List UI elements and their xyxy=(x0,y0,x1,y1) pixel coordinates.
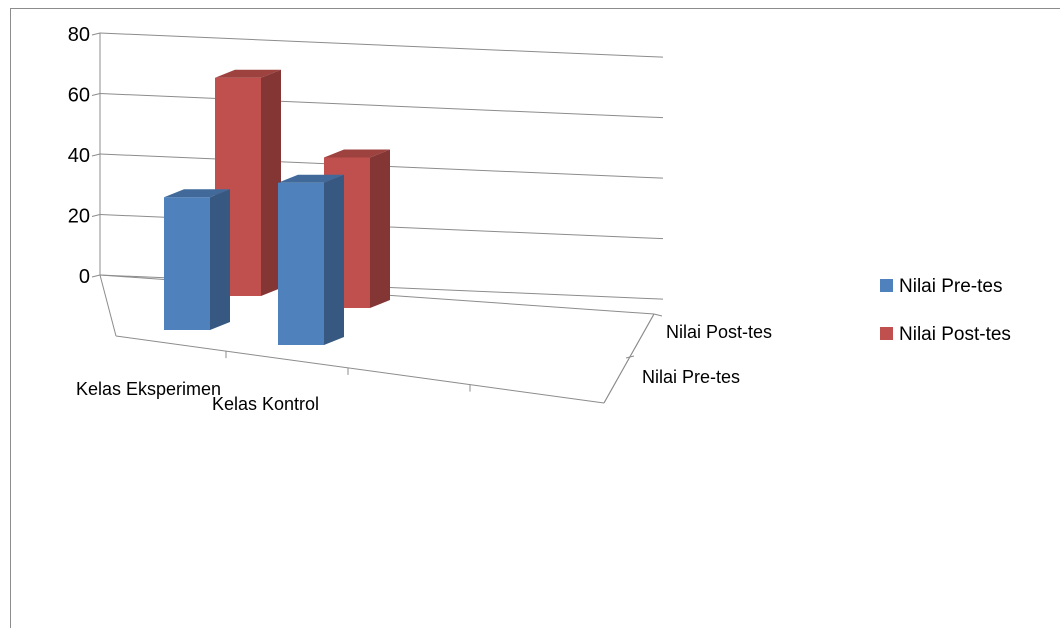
legend-label: Nilai Post-tes xyxy=(899,324,1011,345)
bar-pre-tes xyxy=(164,197,210,330)
category-label: Kelas Kontrol xyxy=(212,394,319,414)
y-tick-label: 0 xyxy=(79,266,90,288)
category-label: Kelas Eksperimen xyxy=(76,379,221,399)
y-gridline-back xyxy=(99,32,664,58)
y-tick-label: 80 xyxy=(68,24,90,46)
y-tick-mark xyxy=(91,93,101,96)
y-tick-label: 40 xyxy=(68,145,90,167)
legend: Nilai Pre-tes Nilai Post-tes xyxy=(880,276,1011,345)
floor-left-edge xyxy=(99,274,117,337)
depth-axis-label: Nilai Post-tes xyxy=(666,322,772,342)
axes xyxy=(91,32,663,404)
depth-axis-label: Nilai Pre-tes xyxy=(642,367,740,387)
category-axis xyxy=(115,335,605,404)
bar-pre-tes-side xyxy=(210,189,230,330)
y-tick-labels: 0 20 40 60 80 xyxy=(68,24,90,288)
y-tick-label: 20 xyxy=(68,206,90,228)
y-gridline-back xyxy=(99,93,664,119)
legend-swatch xyxy=(880,327,893,340)
y-tick-mark xyxy=(91,32,101,36)
y-tick-label: 60 xyxy=(68,85,90,107)
bar-pre-tes-top xyxy=(164,189,230,198)
legend-label: Nilai Pre-tes xyxy=(899,276,1002,297)
y-tick-mark xyxy=(91,274,101,278)
bar-post-tes-top xyxy=(215,69,281,78)
chart-area xyxy=(10,8,1060,628)
bars xyxy=(164,69,390,345)
depth-axis-labels: Nilai Pre-tes Nilai Post-tes xyxy=(642,322,772,387)
bar-pre-tes xyxy=(278,182,324,345)
bar-post-tes-side xyxy=(261,69,281,296)
legend-swatch xyxy=(880,279,893,292)
depth-axis-tick xyxy=(653,313,663,317)
bar-pre-tes-side xyxy=(324,174,344,345)
y-tick-mark xyxy=(91,153,101,157)
bar-post-tes-top xyxy=(324,149,390,158)
bar-post-tes-side xyxy=(370,149,390,308)
y-tick-mark xyxy=(91,214,101,217)
depth-tick-mark xyxy=(625,355,635,359)
depth-axis xyxy=(603,313,655,404)
bar-pre-tes-top xyxy=(278,174,344,183)
